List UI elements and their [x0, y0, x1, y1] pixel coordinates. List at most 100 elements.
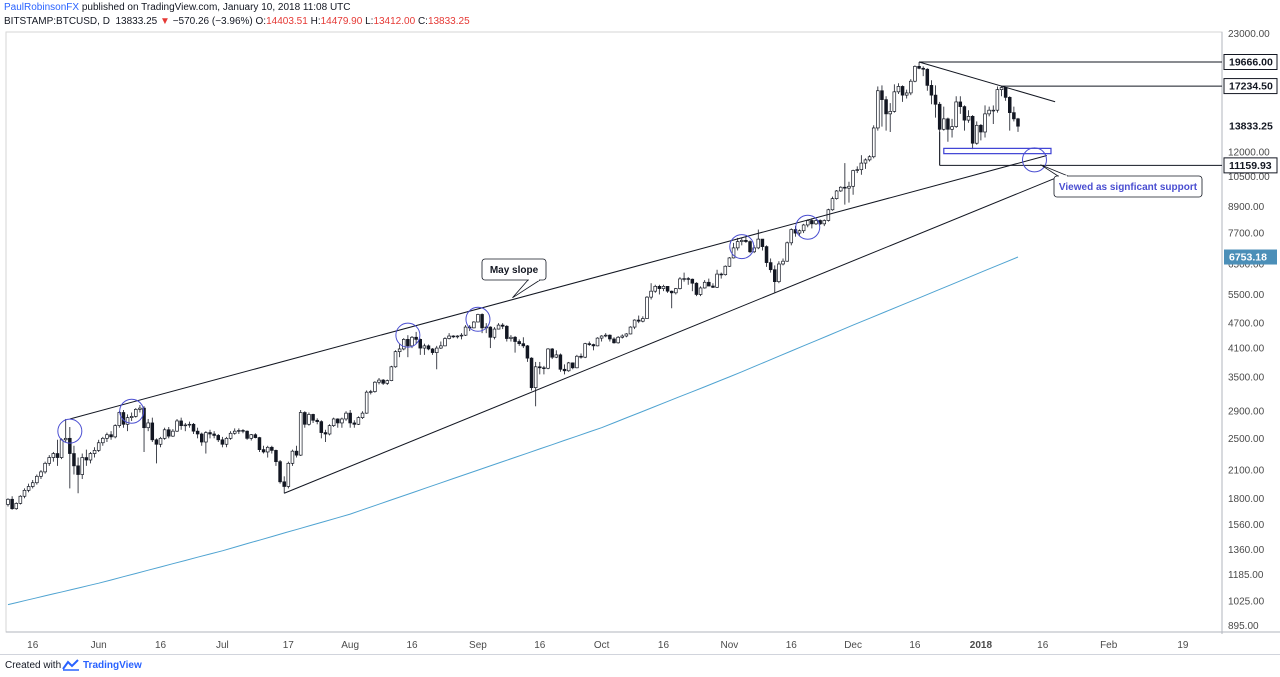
candle-down [917, 66, 921, 69]
x-tick-label: 16 [786, 640, 798, 651]
candle-up [125, 417, 130, 425]
candle-up [237, 430, 241, 432]
candle-down [241, 430, 245, 432]
candle-down [933, 94, 938, 105]
high-value: 14479.90 [320, 16, 363, 27]
symbol-name: BITSTAMP:BTCUSD, D [4, 16, 110, 27]
may-slope-trendline [69, 155, 1047, 420]
candle-down [764, 246, 769, 263]
candle-down [612, 338, 616, 344]
candle-down [426, 345, 431, 350]
candle-up [950, 126, 954, 130]
candle-up [476, 314, 480, 323]
candle-up [616, 336, 620, 344]
candle-up [661, 286, 666, 289]
candle-up [814, 220, 818, 225]
candle-up [834, 190, 839, 199]
candle-up [913, 66, 917, 82]
candle-up [447, 335, 451, 339]
candle-down [282, 481, 286, 487]
candle-up [51, 453, 56, 458]
candle-up [455, 335, 460, 338]
y-tick-label: 7700.00 [1228, 229, 1265, 240]
candle-up [624, 333, 629, 337]
x-tick-label: Sep [469, 640, 487, 651]
candle-up [888, 111, 892, 115]
candle-down [1008, 97, 1012, 113]
y-tick-label: 10500.00 [1228, 172, 1270, 183]
candle-down [748, 241, 752, 253]
y-tick-label: 3500.00 [1228, 372, 1265, 383]
candle-up [26, 486, 31, 491]
candle-down [921, 67, 925, 70]
close-label: C: [417, 16, 428, 27]
candle-down [84, 457, 89, 461]
candle-up [896, 86, 901, 93]
candle-up [171, 430, 175, 437]
candle-down [571, 362, 575, 369]
support-callout-label: Viewed as signficant support [1059, 182, 1198, 193]
x-tick-label: Feb [1100, 640, 1118, 651]
price-chart[interactable]: 895.00 1025.00 1185.00 1360.00 1560.00 1800.0… [0, 0, 1280, 654]
candle-up [228, 432, 233, 439]
candle-up [867, 156, 872, 161]
candle-up [645, 296, 649, 319]
price-axis-label: 11159.93 [1229, 160, 1272, 172]
y-tick-label: 1800.00 [1228, 494, 1265, 505]
candle-down [167, 429, 171, 437]
y-tick-label: 1360.00 [1228, 545, 1265, 556]
candle-down [352, 422, 357, 425]
candle-down [253, 434, 258, 438]
x-tick-label: 2018 [970, 640, 993, 651]
candle-up [678, 278, 682, 289]
candle-up [298, 412, 303, 456]
x-tick-label: 16 [534, 640, 546, 651]
candle-up [595, 337, 600, 347]
candle-up [224, 437, 229, 445]
candle-up [265, 446, 270, 453]
candle-up [439, 345, 443, 349]
open-label: O: [255, 16, 267, 27]
candle-down [109, 434, 113, 438]
x-tick-label: Dec [844, 640, 862, 651]
candle-down [937, 103, 942, 130]
candle-down [810, 220, 814, 225]
candle-down [542, 367, 546, 369]
candle-down [587, 343, 592, 345]
y-tick-label: 2900.00 [1228, 407, 1265, 418]
candle-down [884, 99, 888, 115]
candle-down [406, 339, 410, 347]
close-value: 13833.25 [427, 16, 470, 27]
candle-down [707, 281, 711, 287]
candle-up [422, 345, 427, 349]
support-zone-box [943, 147, 1052, 155]
price-axis-label-box [1224, 118, 1277, 134]
candle-up [904, 92, 909, 96]
candle-up [88, 453, 93, 461]
candle-up [434, 347, 439, 353]
author-link[interactable]: PaulRobinsonFX [4, 2, 80, 13]
candle-up [599, 335, 604, 339]
candle-up [158, 437, 163, 445]
candle-up [830, 198, 835, 211]
candle-down [278, 461, 282, 483]
candle-down [636, 319, 641, 322]
price-axis-label: 17234.50 [1229, 81, 1273, 93]
y-tick-label: 2100.00 [1228, 466, 1265, 477]
tradingview-brand-link[interactable]: TradingView [83, 660, 142, 671]
candle-up [991, 109, 996, 112]
candle-down [719, 273, 723, 276]
candle-down [212, 433, 216, 436]
candle-up [96, 442, 101, 451]
candle-down [76, 465, 80, 475]
candle-down [55, 453, 60, 458]
candle-down [257, 437, 262, 450]
candle-down [880, 90, 884, 100]
candle-up [138, 407, 142, 410]
y-tick-label: 1560.00 [1228, 520, 1265, 531]
candle-up [327, 425, 332, 435]
y-tick-label: 895.00 [1228, 621, 1259, 632]
candle-up [789, 229, 794, 244]
candle-down [768, 262, 773, 271]
symbol-info: BITSTAMP:BTCUSD, D 13833.25 ▼ −570.26 (−… [4, 16, 470, 27]
